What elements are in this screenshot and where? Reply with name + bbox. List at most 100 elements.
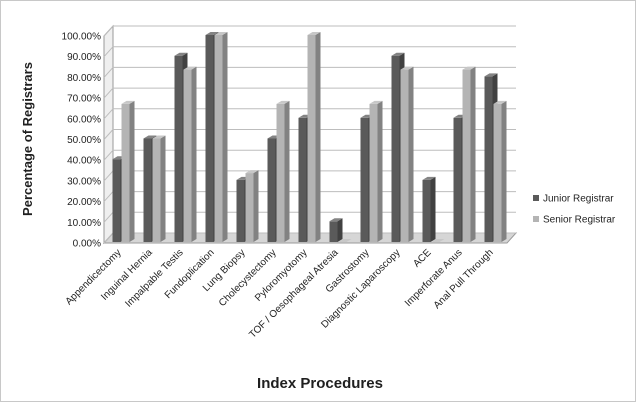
bar-front <box>400 69 409 242</box>
bar <box>214 32 228 242</box>
legend-label-junior: Junior Registrar <box>543 194 614 205</box>
bar-front <box>329 221 338 242</box>
bar-front <box>276 103 285 242</box>
bar-top <box>307 32 321 35</box>
gridline-side <box>103 149 114 161</box>
bar-front <box>183 69 192 242</box>
gridline-side <box>103 46 114 58</box>
bar-front <box>462 69 471 242</box>
bar-front <box>422 179 431 242</box>
x-tick-label: ACE <box>411 247 434 270</box>
bar-top <box>391 52 405 56</box>
y-tick-label: 0.00% <box>73 239 101 250</box>
bar-side <box>337 218 343 242</box>
bar-side <box>408 66 414 242</box>
legend-label-senior: Senior Registrar <box>543 215 616 226</box>
bar <box>276 100 290 242</box>
bar <box>462 66 476 242</box>
bar <box>431 239 445 243</box>
bar-side <box>222 32 228 242</box>
gridline-side <box>103 108 114 120</box>
bar-top <box>174 52 188 56</box>
bar-front <box>267 138 276 242</box>
bar-top <box>152 135 166 139</box>
bar-top <box>369 100 383 104</box>
y-tick-label: 30.00% <box>67 176 101 187</box>
bar-front <box>245 173 254 242</box>
bar-top <box>484 73 498 77</box>
bar <box>121 100 135 242</box>
bar-front <box>484 76 493 243</box>
bar-top <box>462 66 476 70</box>
bar-side <box>315 32 321 242</box>
bar-top <box>338 239 352 242</box>
bar <box>183 66 197 242</box>
bar-front <box>121 103 130 242</box>
gridline-side <box>103 170 114 182</box>
bars <box>112 32 507 243</box>
gridline-side <box>103 67 114 78</box>
x-tick-label: Imperforate Anus <box>403 247 465 309</box>
bar-front <box>391 55 400 243</box>
y-tick-label: 10.00% <box>67 218 101 229</box>
bar <box>152 135 166 242</box>
bar-side <box>253 170 259 242</box>
bar-top <box>121 100 135 104</box>
bar-front <box>152 138 161 242</box>
bar-top <box>205 32 219 35</box>
bar-top <box>329 218 343 222</box>
bar <box>400 66 414 242</box>
gridline-side <box>103 129 114 140</box>
bar-front <box>307 35 316 242</box>
bar-top <box>431 239 445 242</box>
gridline-side <box>103 191 114 202</box>
gridline-side <box>103 232 114 244</box>
bar <box>245 170 259 242</box>
bar <box>338 239 352 243</box>
gridline-side <box>103 25 114 37</box>
bar-top <box>400 66 414 70</box>
bar-side <box>284 100 290 242</box>
bar-front <box>174 55 183 243</box>
bar-front <box>112 159 121 242</box>
y-tick-label: 100.00% <box>62 32 102 43</box>
bar-front <box>298 117 307 242</box>
bar-front <box>453 117 462 242</box>
gridline-side <box>103 87 114 99</box>
bar <box>307 32 321 242</box>
y-tick-label: 70.00% <box>67 94 101 105</box>
x-tick-label: Appendicectomy <box>64 247 124 307</box>
bar-top <box>214 32 228 35</box>
y-tick-labels: 0.00% 10.00% 20.00% 30.00% 40.00% 50.00% 60.00… <box>62 32 102 250</box>
legend: Junior Registrar Senior Registrar <box>533 194 616 226</box>
x-axis-title: Index Procedures <box>257 375 383 392</box>
bar-top <box>276 100 290 104</box>
bar-front <box>236 179 245 242</box>
bar-front <box>369 103 378 242</box>
bar-side <box>129 100 135 242</box>
legend-swatch-junior <box>533 195 539 201</box>
bar-front <box>214 35 223 242</box>
bar <box>329 218 343 242</box>
y-tick-label: 20.00% <box>67 197 101 208</box>
bar-top <box>422 176 436 180</box>
bar-front <box>360 117 369 242</box>
bar-side <box>430 176 436 242</box>
bar-top <box>493 100 507 104</box>
bar-side <box>377 100 383 242</box>
bar-side <box>191 66 197 242</box>
x-tick-label: Cholecystectomy <box>217 247 279 309</box>
bar-front <box>205 35 214 242</box>
bar <box>422 176 436 242</box>
bar-side <box>470 66 476 242</box>
bar-top <box>183 66 197 70</box>
y-axis-title: Percentage of Registrars <box>20 62 35 216</box>
bar-front <box>143 138 152 242</box>
bar-front <box>493 103 502 242</box>
bar-side <box>160 135 166 242</box>
x-tick-label: Impalpable Testis <box>123 247 185 309</box>
y-tick-label: 50.00% <box>67 135 101 146</box>
